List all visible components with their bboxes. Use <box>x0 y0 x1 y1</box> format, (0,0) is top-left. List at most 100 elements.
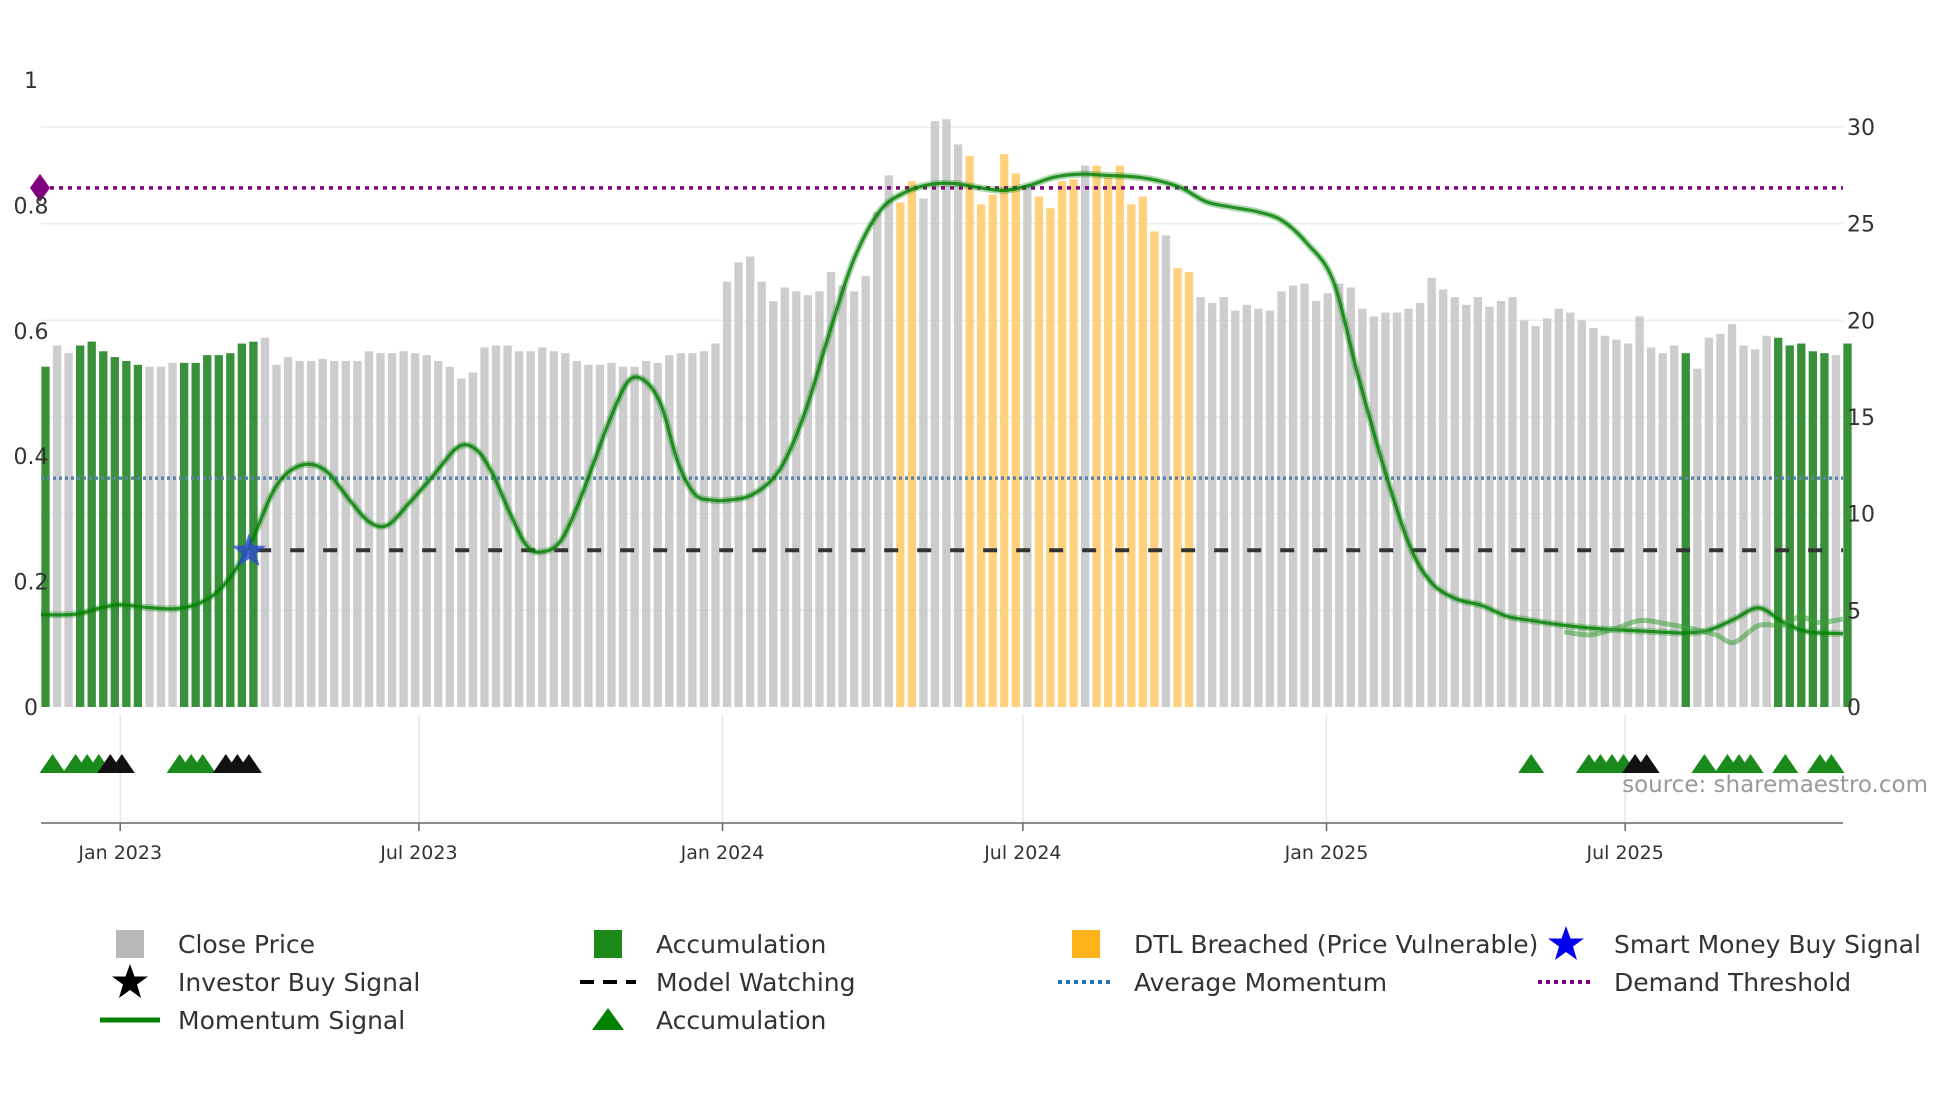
investor-buy-marker <box>235 754 262 773</box>
axes: Jan 2023 Jul 2023 Jan 2024 Jul 2024 Jan 2025… <box>14 69 1876 864</box>
left-tick-label: 0.8 <box>14 194 49 219</box>
dtl-breached-bar <box>1184 272 1194 707</box>
accumulation-bar <box>1820 353 1829 707</box>
close-price-bar <box>1623 343 1633 707</box>
close-price-bar <box>272 364 281 707</box>
legend-close-price[interactable]: Close Price <box>94 926 315 962</box>
close-price-bar <box>445 366 454 707</box>
close-price-bar <box>815 291 824 707</box>
close-price-bar <box>1612 339 1621 707</box>
close-price-bar <box>734 262 743 707</box>
close-price-bar <box>503 345 512 707</box>
accumulation-marker <box>1691 754 1718 773</box>
close-price-bar <box>1704 337 1714 707</box>
close-price-bar <box>1485 306 1494 707</box>
legend-momentum-signal[interactable]: Momentum Signal <box>94 1002 405 1038</box>
chart: Jan 2023 Jul 2023 Jan 2024 Jul 2024 Jan 2025… <box>14 69 1929 864</box>
close-price-bar <box>1554 308 1563 707</box>
close-price-bar <box>584 364 593 707</box>
legend-model-watching[interactable]: Model Watching <box>572 964 856 1000</box>
accumulation-bar <box>1785 345 1794 707</box>
dtl-breached-bar <box>1173 268 1182 707</box>
accumulation-bar <box>110 357 119 707</box>
accumulation-marker <box>39 754 66 773</box>
close-price-bar <box>1739 345 1748 707</box>
close-price-bar <box>295 360 304 707</box>
gridlines <box>41 126 1843 823</box>
close-price-bar <box>480 347 489 707</box>
right-tick-label: 0 <box>1847 696 1861 721</box>
accumulation-bar <box>41 366 50 707</box>
legend-average-momentum[interactable]: Average Momentum <box>1050 964 1387 1000</box>
reference-lines <box>41 186 1843 553</box>
chart-area: Jan 2023 Jul 2023 Jan 2024 Jul 2024 Jan 2025… <box>14 69 1929 864</box>
legend-dtl-breached[interactable]: DTL Breached (Price Vulnerable) <box>1050 926 1538 962</box>
close-price-bar <box>399 351 408 707</box>
legend-label: Accumulation <box>656 929 827 959</box>
close-price-bars <box>41 119 1852 708</box>
close-price-bar <box>1277 291 1286 707</box>
close-price-bar <box>52 345 62 707</box>
close-price-bar <box>330 360 339 707</box>
demand-threshold-marker <box>30 173 50 202</box>
close-price-bar <box>676 353 685 707</box>
dtl-breached-bar <box>1069 179 1078 707</box>
legend-accumulation-marker[interactable]: Accumulation <box>572 1002 826 1038</box>
left-tick-label: 0.2 <box>14 571 49 596</box>
close-price-bar <box>1600 335 1610 707</box>
close-price-bar <box>318 359 327 707</box>
close-price-bar <box>769 301 778 707</box>
close-price-bar <box>1311 301 1321 707</box>
dtl-breached-bar <box>1127 204 1136 707</box>
close-price-bar <box>1727 324 1737 707</box>
close-price-bar <box>745 256 755 707</box>
x-tick-label: Jul 2024 <box>983 842 1061 864</box>
legend-accumulation[interactable]: Accumulation <box>572 926 826 962</box>
x-tick-label: Jan 2025 <box>1284 842 1369 864</box>
accumulation-bar <box>122 360 131 707</box>
close-price-bar <box>1693 368 1702 707</box>
dtl-breached-bar <box>977 204 986 707</box>
close-price-bar <box>953 144 963 707</box>
legend-investor-buy[interactable]: Investor Buy Signal <box>94 964 420 1000</box>
legend-demand-threshold[interactable]: Demand Threshold <box>1530 964 1851 1000</box>
accumulation-bar <box>76 345 85 707</box>
close-price-bar <box>1496 301 1506 707</box>
left-tick-label: 0.4 <box>14 445 49 470</box>
momentum-signal-line-recent <box>1563 613 1844 646</box>
legend-label: Smart Money Buy Signal <box>1614 929 1921 959</box>
close-price-bar <box>387 353 397 707</box>
close-price-bar <box>838 285 847 707</box>
right-tick-label: 25 <box>1847 213 1875 238</box>
legend-smart-money[interactable]: Smart Money Buy Signal <box>1530 926 1921 962</box>
close-price-bar <box>1762 335 1771 707</box>
close-price-bar <box>1254 308 1263 707</box>
close-price-bar <box>1473 297 1483 707</box>
dtl-breached-bar <box>965 156 974 707</box>
close-price-bar <box>1577 320 1586 707</box>
close-price-bar <box>422 355 431 707</box>
close-price-bar <box>930 121 940 707</box>
accumulation-marker <box>1772 754 1799 773</box>
close-price-bar <box>1381 312 1390 707</box>
close-price-bar <box>64 353 73 707</box>
dtl-breached-bar <box>896 202 905 707</box>
accumulation-bar <box>226 353 235 707</box>
accumulation-bar <box>179 362 189 707</box>
x-tick-label: Jul 2025 <box>1586 842 1664 864</box>
solid-line-icon <box>94 1002 166 1038</box>
close-price-bar <box>595 364 605 707</box>
accumulation-marker <box>189 754 216 773</box>
left-tick-label: 0 <box>24 696 38 721</box>
close-price-bar <box>1750 349 1760 707</box>
close-price-bar <box>919 198 928 707</box>
dtl-breached-bar <box>1034 196 1044 707</box>
accumulation-bar <box>1797 343 1806 707</box>
close-price-bar <box>1415 302 1425 707</box>
close-price-bar <box>1161 235 1171 707</box>
legend-label: DTL Breached (Price Vulnerable) <box>1134 929 1539 959</box>
close-price-bar <box>1300 283 1309 707</box>
dotted-line-icon <box>1530 964 1602 1000</box>
close-price-bar <box>607 362 616 707</box>
dashed-line-icon <box>572 964 644 1000</box>
